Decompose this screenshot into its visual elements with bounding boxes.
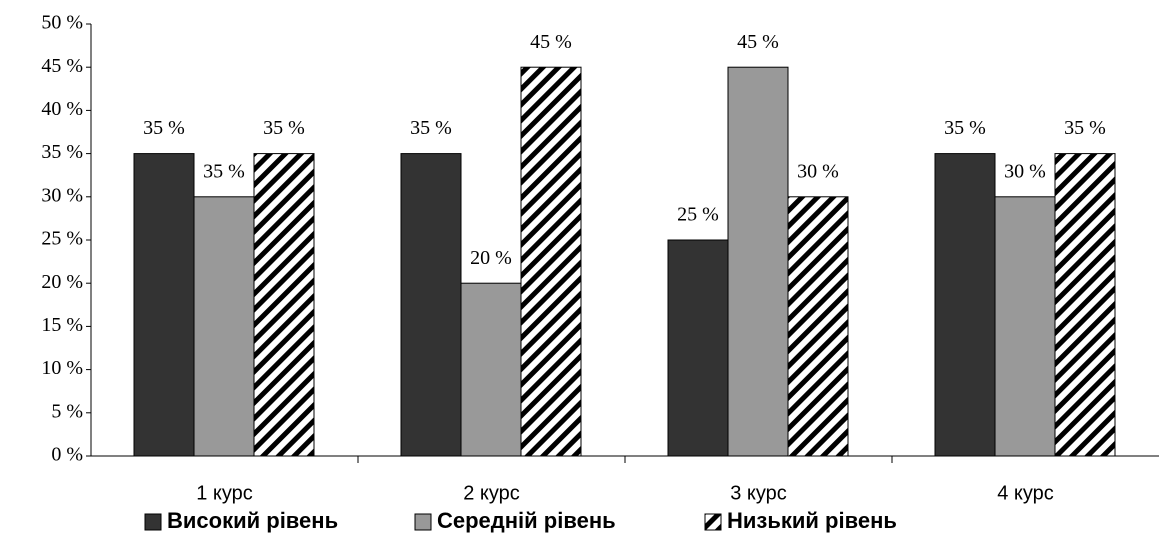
bar [193,196,255,457]
x-tick-label: 4 курс [997,482,1054,504]
y-tick-label: 40 % [41,98,83,120]
data-label: 35 % [944,117,986,139]
data-label: 35 % [143,117,185,139]
bar [253,153,315,457]
y-tick-label: 50 % [41,12,83,34]
x-tick-label: 2 курс [463,482,520,504]
data-label: 45 % [530,31,572,53]
bar [520,66,582,457]
y-tick-label: 5 % [51,400,83,422]
y-tick-label: 35 % [41,141,83,163]
legend-swatch [414,513,432,531]
legend-label: Високий рівень [167,508,338,533]
x-tick-label: 1 курс [196,482,253,504]
data-label: 25 % [677,204,719,226]
data-label: 35 % [263,117,305,139]
legend-swatch [144,513,162,531]
y-tick-label: 45 % [41,55,83,77]
y-tick-label: 0 % [51,444,83,466]
y-tick-label: 30 % [41,184,83,206]
y-tick-label: 15 % [41,314,83,336]
y-tick-label: 10 % [41,357,83,379]
data-label: 30 % [1004,160,1046,182]
bar [400,153,462,457]
x-tick-label: 3 курс [730,482,787,504]
y-tick-label: 25 % [41,228,83,250]
bar [460,282,522,457]
bar [667,239,729,457]
data-label: 30 % [797,160,839,182]
bar [133,153,195,457]
bar [1054,153,1116,457]
legend-swatch [704,513,722,531]
bar [727,66,789,457]
data-label: 35 % [203,160,245,182]
data-label: 35 % [1064,117,1106,139]
bar [787,196,849,457]
legend-label: Середній рівень [437,508,616,533]
y-tick-label: 20 % [41,271,83,293]
bar [934,153,996,457]
bar [994,196,1056,457]
data-label: 45 % [737,31,779,53]
data-label: 35 % [410,117,452,139]
data-label: 20 % [470,247,512,269]
legend-label: Низький рівень [727,508,897,533]
